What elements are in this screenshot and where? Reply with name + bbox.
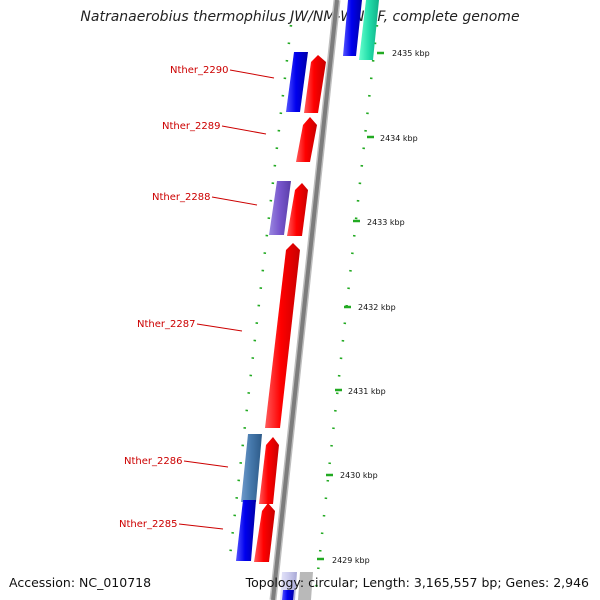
- cds-red-2285: [254, 503, 275, 562]
- cds-red-2288: [287, 183, 308, 236]
- genome-title: Natranaerobius thermophilus JW/NM-WN-LF,…: [80, 9, 520, 25]
- cds-blue-bottom: [282, 590, 294, 600]
- tick-2431: 2431 kbp: [335, 387, 386, 396]
- gene-label-nther-2290[interactable]: Nther_2290: [170, 65, 275, 79]
- gene-label-nther-2288[interactable]: Nther_2288: [152, 192, 258, 206]
- gene-label-text[interactable]: Nther_2286: [124, 456, 182, 467]
- tick-2435: 2435 kbp: [377, 49, 430, 58]
- genome-backbone: [269, 0, 341, 600]
- gene-label-nther-2287[interactable]: Nther_2287: [137, 319, 243, 332]
- topology-text: Topology: circular; Length: 3,165,557 bp…: [245, 575, 589, 590]
- cds-red-2287: [265, 243, 300, 428]
- accession-text: Accession: NC_010718: [9, 575, 152, 590]
- gene-label-text[interactable]: Nther_2289: [162, 121, 220, 132]
- scale-ticks: 2435 kbp 2434 kbp 2433 kbp 2432 kbp 2431…: [317, 49, 430, 565]
- gene-label-nther-2285[interactable]: Nther_2285: [119, 519, 224, 530]
- gene-labels: Nther_2290 Nther_2289 Nther_2288 Nther_2…: [119, 65, 275, 530]
- tick-2430: 2430 kbp: [326, 471, 378, 480]
- tick-label-2431: 2431 kbp: [348, 387, 386, 396]
- tick-label-2432: 2432 kbp: [358, 303, 396, 312]
- cds-red-2290: [304, 55, 326, 113]
- tick-label-2429: 2429 kbp: [332, 556, 370, 565]
- gene-label-text[interactable]: Nther_2287: [137, 319, 195, 330]
- tick-2433: 2433 kbp: [353, 218, 405, 227]
- gene-label-text[interactable]: Nther_2288: [152, 192, 210, 203]
- gene-label-text[interactable]: Nther_2285: [119, 519, 177, 530]
- cds-red-2286: [259, 437, 279, 504]
- cds-steel-2286: [241, 434, 262, 502]
- cds-purple-2288: [269, 181, 291, 235]
- cds-blue-top: [343, 0, 362, 56]
- tick-label-2430: 2430 kbp: [340, 471, 378, 480]
- gene-label-nther-2286[interactable]: Nther_2286: [124, 456, 229, 468]
- cds-blue-2290: [286, 52, 308, 112]
- cds-blue-2285: [236, 500, 256, 561]
- tick-2429: 2429 kbp: [317, 556, 370, 565]
- cds-grey-bottom: [298, 572, 313, 600]
- cds-teal-top: [359, 0, 379, 60]
- tick-label-2435: 2435 kbp: [392, 49, 430, 58]
- tick-2432: 2432 kbp: [344, 303, 396, 312]
- tick-label-2434: 2434 kbp: [380, 134, 418, 143]
- gene-label-text[interactable]: Nther_2290: [170, 65, 228, 76]
- tick-2434: 2434 kbp: [367, 134, 418, 143]
- gene-label-nther-2289[interactable]: Nther_2289: [162, 121, 267, 135]
- cds-red-2289: [296, 117, 317, 162]
- cds-features: [236, 0, 379, 600]
- tick-label-2433: 2433 kbp: [367, 218, 405, 227]
